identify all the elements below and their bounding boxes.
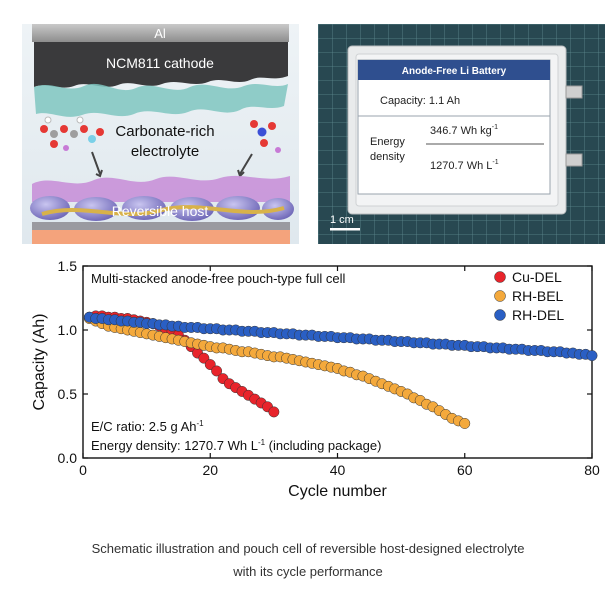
arrow-head-icon — [95, 169, 103, 178]
legend-marker — [494, 271, 506, 283]
battery-label-title: Anode-Free Li Battery — [402, 66, 507, 77]
scale-bar-label: 1 cm — [330, 214, 354, 226]
electrolyte-label-line2: electrolyte — [131, 143, 199, 160]
legend-label: RH-BEL — [512, 288, 564, 304]
y-tick-label: 1.5 — [58, 258, 78, 274]
cei-film — [34, 83, 288, 117]
x-axis-label: Cycle number — [288, 483, 387, 500]
al-current-collector — [32, 24, 289, 42]
volumetric-energy-sup: -1 — [492, 159, 498, 166]
y-axis-label: Capacity (Ah) — [31, 314, 48, 411]
ec-ratio-sup: -1 — [197, 419, 205, 428]
figure-caption-line2: with its cycle performance — [233, 564, 383, 579]
al-label: Al — [154, 26, 166, 41]
positive-tab — [565, 85, 583, 99]
gravimetric-energy-value: 346.7 Wh kg — [430, 125, 492, 137]
cathode-layer — [34, 42, 288, 88]
legend-label: RH-DEL — [512, 307, 564, 323]
data-point — [268, 406, 280, 418]
reversible-host-particles — [30, 196, 294, 221]
schematic-illustration: Al NCM811 cathode Carbonate-rich electro… — [22, 24, 299, 244]
capacity-text: Capacity: 1.1 Ah — [380, 95, 460, 107]
energy-density-annotation: Energy density: 1270.7 Wh L-1 (including… — [91, 438, 381, 453]
negative-tab — [565, 153, 583, 167]
axes: 0 20 40 60 80 0.0 0.5 1.0 1.5 — [58, 258, 600, 478]
energy-density-sup: -1 — [258, 438, 266, 447]
copper-current-collector — [32, 230, 290, 244]
y-tick-label: 0.0 — [58, 450, 78, 466]
gravimetric-energy-sup: -1 — [492, 124, 498, 131]
volumetric-energy-value: 1270.7 Wh L — [430, 160, 492, 172]
arrow-down-icon — [239, 153, 253, 175]
legend-marker — [494, 290, 506, 302]
cycle-performance-chart: 0 20 40 60 80 0.0 0.5 1.0 1.5 Cu-DEL RH-BEL RH-DEL… — [31, 258, 600, 500]
x-tick-label: 80 — [584, 462, 600, 478]
host-substrate — [32, 222, 290, 230]
legend-label: Cu-DEL — [512, 269, 562, 285]
host-label: Reversible host — [112, 203, 209, 219]
arrow-down-icon — [91, 151, 101, 175]
energy-density-tail: (including package) — [265, 438, 381, 453]
ec-ratio-text: E/C ratio: 2.5 g Ah — [91, 419, 197, 434]
series-rh-del — [83, 311, 598, 362]
legend: Cu-DEL RH-BEL RH-DEL — [494, 269, 564, 323]
cutting-mat-grid: Anode-Free Li Battery Capacity: 1.1 Ah E… — [318, 24, 605, 244]
scale-bar — [330, 228, 360, 231]
y-tick-label: 0.5 — [58, 386, 78, 402]
y-tick-label: 1.0 — [58, 322, 78, 338]
figure-caption-line1: Schematic illustration and pouch cell of… — [91, 541, 525, 556]
battery-label-card — [357, 59, 551, 195]
chart-title: Multi-stacked anode-free pouch-type full… — [91, 271, 345, 286]
data-points — [83, 310, 598, 429]
x-tick-label: 0 — [79, 462, 87, 478]
battery-label-header — [358, 60, 550, 80]
legend-marker — [494, 309, 506, 321]
carbonate-molecule-icon — [40, 116, 104, 151]
energy-density-text: Energy density: 1270.7 Wh L — [91, 438, 258, 453]
data-point — [586, 350, 598, 362]
volumetric-energy: 1270.7 Wh L-1 — [430, 159, 499, 172]
data-point — [459, 417, 471, 429]
nitrate-molecule-icon — [250, 120, 281, 153]
energy-label-line1: Energy — [370, 136, 405, 148]
cathode-label: NCM811 cathode — [106, 55, 214, 71]
sei-layer — [32, 175, 290, 202]
x-tick-label: 20 — [202, 462, 218, 478]
electrolyte-label-line1: Carbonate-rich — [115, 123, 214, 140]
gravimetric-energy: 346.7 Wh kg-1 — [430, 124, 498, 137]
pouch-cell-photo: Anode-Free Li Battery Capacity: 1.1 Ah E… — [318, 24, 605, 244]
data-point — [211, 365, 223, 377]
energy-label-line2: density — [370, 151, 405, 163]
ec-ratio-annotation: E/C ratio: 2.5 g Ah-1 — [91, 419, 204, 434]
x-tick-label: 40 — [330, 462, 346, 478]
x-tick-label: 60 — [457, 462, 473, 478]
